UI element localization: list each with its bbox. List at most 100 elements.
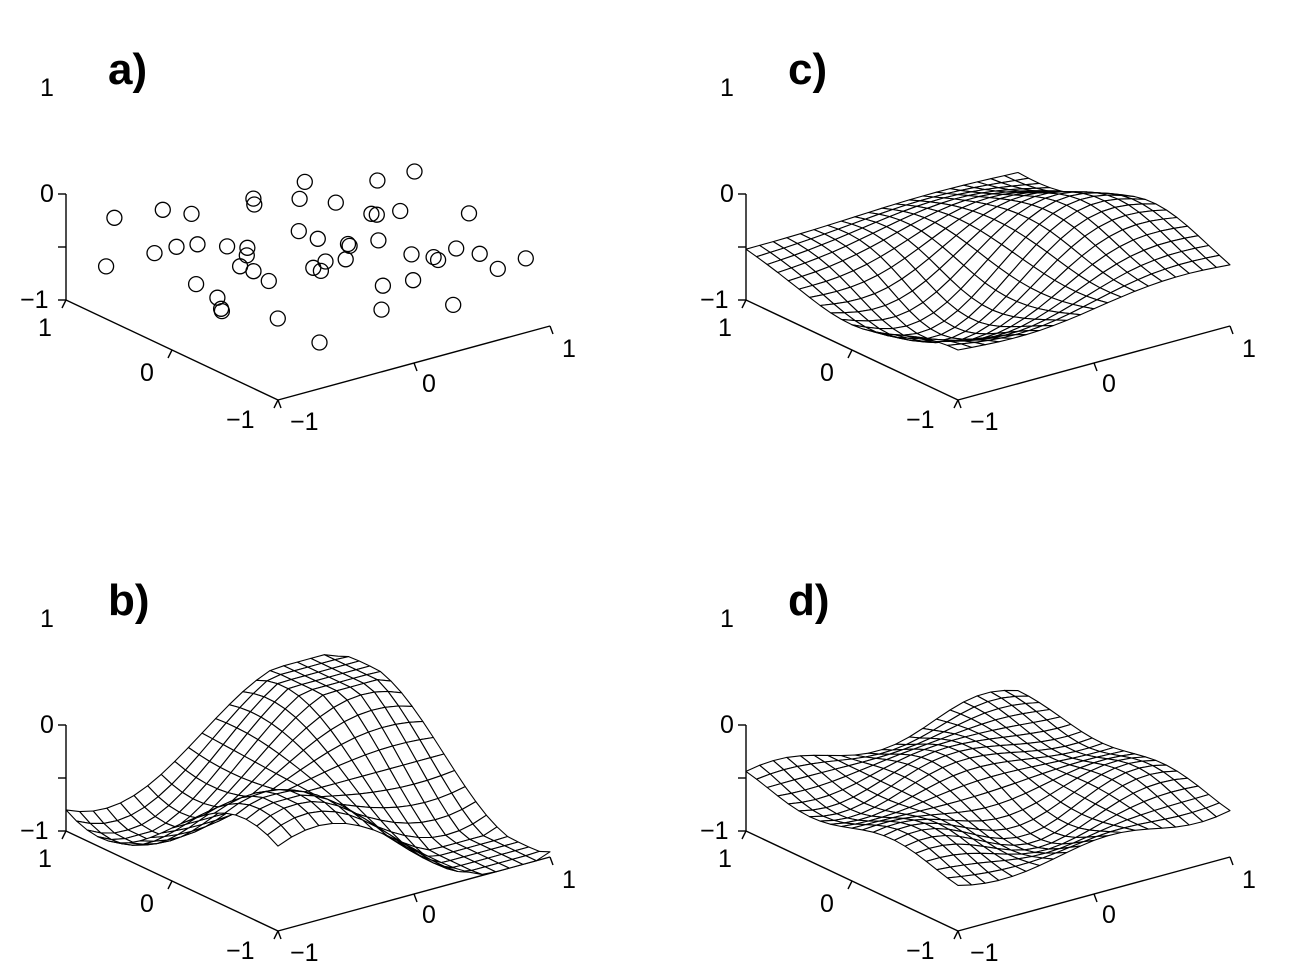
panel-b-x-tick-1: 1 [38, 845, 52, 873]
panel-c-x-tick-1: 1 [718, 314, 732, 342]
panel-a-x-tick-mark [61, 299, 67, 309]
panel-a-scatter-point [327, 194, 344, 211]
panel-a-scatter-point [154, 201, 171, 218]
panel-a-scatter-point [260, 272, 277, 290]
panel-b-y-tick-mark [549, 856, 554, 866]
panel-d-x-tick-mark [953, 930, 959, 940]
panel-d-x-tick-mark [847, 880, 853, 890]
panel-b-x-tick-mark [167, 880, 173, 890]
panel-c-z-tick-0: 0 [720, 180, 734, 208]
panel-c-x-tick-mark [847, 349, 853, 359]
panel-a-scatter-point [429, 251, 447, 269]
panel-a-scatter-point [471, 245, 488, 262]
panel-a-z-tick-neg1: −1 [20, 286, 49, 314]
panel-c-x-tick-0: 0 [820, 359, 834, 387]
panel-a-x-tick-neg1: −1 [226, 406, 255, 434]
panel-c-x-tick-mark [741, 299, 747, 309]
panel-a-axes [58, 193, 554, 409]
panel-a-scatter-point [369, 172, 386, 189]
panel-a-scatter-point [460, 205, 478, 222]
panel-b-y-tick-1: 1 [562, 866, 576, 894]
panel-c-plot [745, 171, 1231, 351]
panel-a-scatter-point [218, 238, 236, 255]
panel-a-scatter-point [404, 272, 422, 289]
panel-a-scatter-point [425, 248, 442, 266]
panel-a-scatter-point [231, 258, 249, 275]
panel-label-a: a) [108, 45, 147, 94]
panel-d-z-tick-1: 1 [720, 605, 734, 633]
panel-a-scatter-point [392, 202, 409, 220]
panel-a-y-tick-neg1: −1 [290, 408, 319, 436]
panel-a-y-tick-0: 0 [422, 370, 436, 398]
panel-a-scatter-point [311, 334, 328, 351]
panel-d-x-tick-mark [741, 830, 747, 840]
panel-a-scatter-point [406, 163, 423, 180]
panel-b-z-tick-neg1: −1 [20, 817, 49, 845]
panel-a-y-tick-mark [549, 325, 554, 335]
panel-c-mesh-cell [946, 343, 973, 351]
panel-a-scatter-point [146, 244, 163, 262]
panel-a-x-tick-1: 1 [38, 314, 52, 342]
panel-c-y-tick-neg1: −1 [970, 408, 999, 436]
panel-a-z-tick-0: 0 [40, 180, 54, 208]
panel-d-x-tick-neg1: −1 [906, 937, 935, 965]
panel-a-scatter-point [239, 239, 256, 256]
panel-d-y-tick-1: 1 [1242, 866, 1256, 894]
panel-a-scatter-point [189, 236, 206, 253]
panel-d-mesh-cell [946, 875, 973, 886]
panel-a-x-tick-mark [167, 349, 173, 359]
panel-c-y-tick-0: 0 [1102, 370, 1116, 398]
panel-a-scatter-point [187, 275, 205, 293]
panel-a-scatter-point [363, 205, 380, 222]
panel-d-plot [745, 689, 1231, 886]
panel-a-scatter-point [97, 258, 115, 275]
panel-d-y-tick-0: 0 [1102, 901, 1116, 929]
panel-a-x-tick-mark [273, 399, 279, 409]
panel-b-y-tick-0: 0 [422, 901, 436, 929]
panel-d-x-tick-1: 1 [718, 845, 732, 873]
panel-a-scatter-point [337, 251, 354, 268]
panel-a-scatter-point [209, 289, 226, 306]
panel-a-scatter-point [309, 230, 326, 247]
panel-a: a) 1 0 −1 1 0 −1 −1 0 1 [20, 45, 576, 436]
panel-b-plot [65, 654, 551, 875]
panel-d-y-tick-neg1: −1 [970, 939, 999, 966]
panel-a-scatter-point [312, 262, 330, 280]
panel-a-y-tick-mark [413, 362, 418, 372]
panel-a-scatter-point [246, 196, 263, 213]
panel-d-z-tick-neg1: −1 [700, 817, 729, 845]
panel-b-z-tick-1: 1 [40, 605, 54, 633]
panel-a-scatter-point [403, 246, 420, 263]
panel-a-scatter-point [448, 240, 465, 257]
panel-b-x-tick-neg1: −1 [226, 937, 255, 965]
panel-c-y-tick-mark [1229, 325, 1234, 335]
panel-c-x-tick-neg1: −1 [906, 406, 935, 434]
panel-a-scatter-point [445, 296, 462, 314]
panel-a-scatter-point [212, 300, 230, 317]
panel-d-y-tick-mark [957, 930, 962, 940]
panel-b-y-tick-mark [277, 930, 282, 940]
panel-c-y-tick-mark [1093, 362, 1098, 372]
panel-label-d: d) [788, 576, 830, 625]
panel-d-x-tick-0: 0 [820, 890, 834, 918]
panel-d: d) 1 0 −1 1 0 −1 −1 0 1 [700, 576, 1256, 966]
panel-c-y-tick-mark [957, 399, 962, 409]
panel-a-scatter-point [269, 310, 286, 327]
panel-b: b) 1 0 −1 1 0 −1 −1 0 1 [20, 576, 576, 966]
panel-c-z-tick-neg1: −1 [700, 286, 729, 314]
panel-c-axes [738, 193, 1234, 409]
panel-b-x-tick-0: 0 [140, 890, 154, 918]
panel-b-z-tick-0: 0 [40, 711, 54, 739]
panel-a-scatter-point [245, 263, 262, 280]
panel-b-mesh-cell [266, 824, 293, 847]
panel-a-scatter-point [290, 222, 307, 240]
panel-b-y-tick-mark [413, 893, 418, 903]
panel-b-y-tick-neg1: −1 [290, 939, 319, 966]
panel-a-scatter-point [489, 260, 506, 278]
panel-a-scatter-point [291, 190, 308, 208]
panel-a-scatter-point [296, 173, 313, 191]
panel-a-y-tick-mark [277, 399, 282, 409]
panel-a-scatter-point [517, 250, 534, 267]
panel-a-scatter-point [370, 232, 387, 249]
